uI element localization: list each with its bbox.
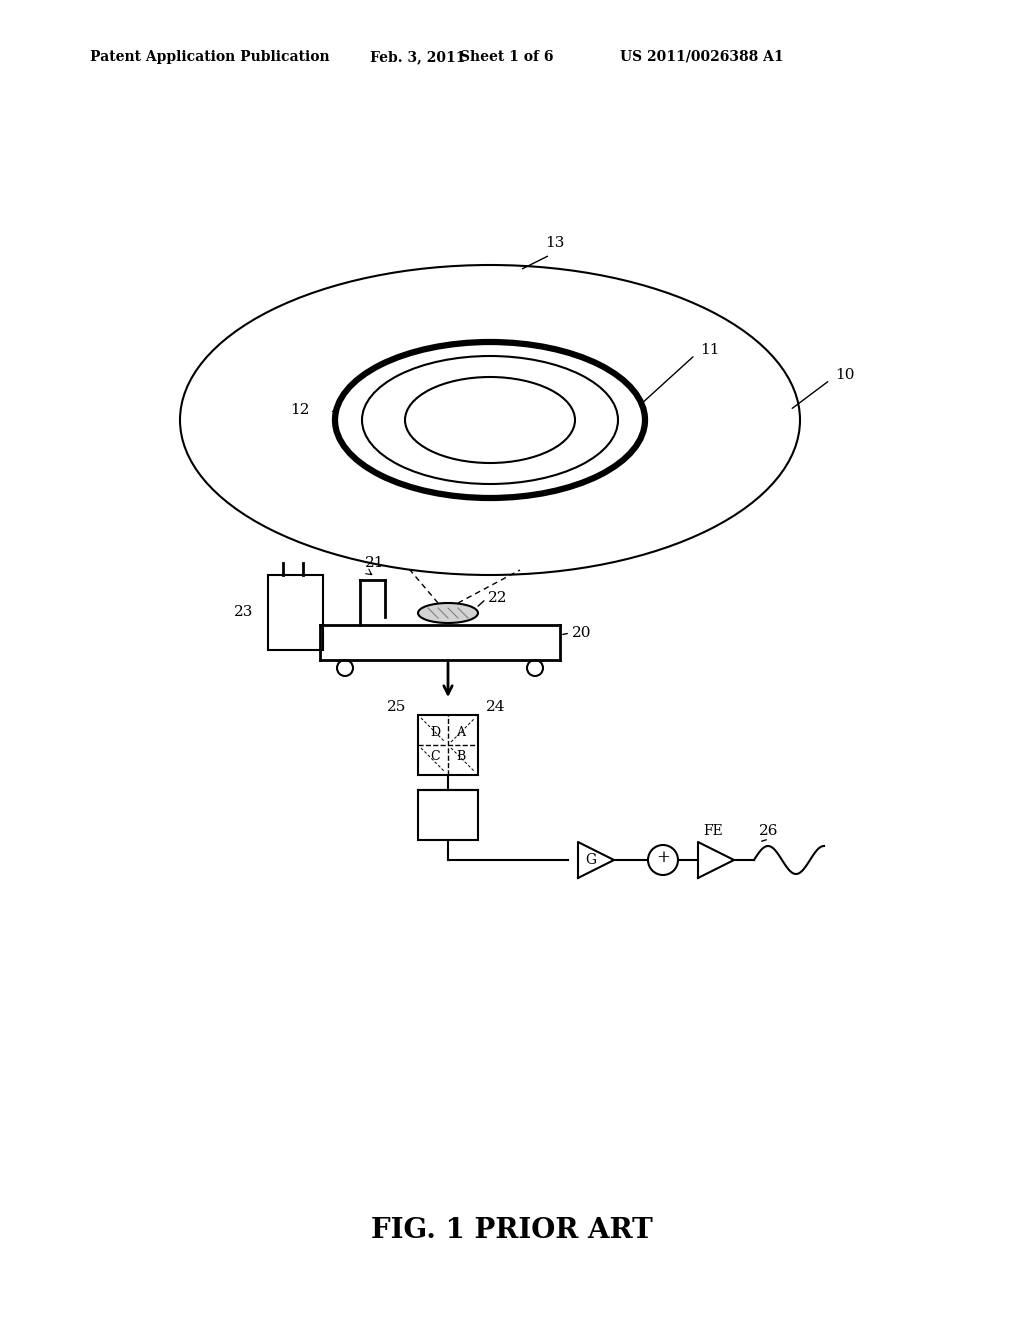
Polygon shape xyxy=(698,842,734,878)
Text: 11: 11 xyxy=(700,343,720,356)
Text: FIG. 1 PRIOR ART: FIG. 1 PRIOR ART xyxy=(371,1217,653,1243)
Text: 13: 13 xyxy=(545,236,564,249)
Text: 12: 12 xyxy=(290,403,309,417)
Text: 25: 25 xyxy=(387,700,406,714)
Text: FE: FE xyxy=(703,824,723,838)
Ellipse shape xyxy=(418,603,478,623)
Circle shape xyxy=(648,845,678,875)
Text: 24: 24 xyxy=(486,700,506,714)
Text: G: G xyxy=(586,853,597,867)
Text: US 2011/0026388 A1: US 2011/0026388 A1 xyxy=(620,50,783,63)
Text: Sheet 1 of 6: Sheet 1 of 6 xyxy=(460,50,554,63)
Text: 10: 10 xyxy=(835,368,854,381)
Polygon shape xyxy=(578,842,614,878)
Text: 20: 20 xyxy=(572,626,592,640)
Text: 21: 21 xyxy=(365,556,384,570)
Text: Patent Application Publication: Patent Application Publication xyxy=(90,50,330,63)
Text: 22: 22 xyxy=(488,591,508,605)
Text: A: A xyxy=(457,726,466,739)
Text: +: + xyxy=(656,850,670,866)
Text: D: D xyxy=(430,726,440,739)
Text: Feb. 3, 2011: Feb. 3, 2011 xyxy=(370,50,466,63)
Text: 23: 23 xyxy=(233,606,253,619)
Text: C: C xyxy=(430,751,440,763)
Text: 26: 26 xyxy=(759,824,778,838)
Text: B: B xyxy=(457,751,466,763)
